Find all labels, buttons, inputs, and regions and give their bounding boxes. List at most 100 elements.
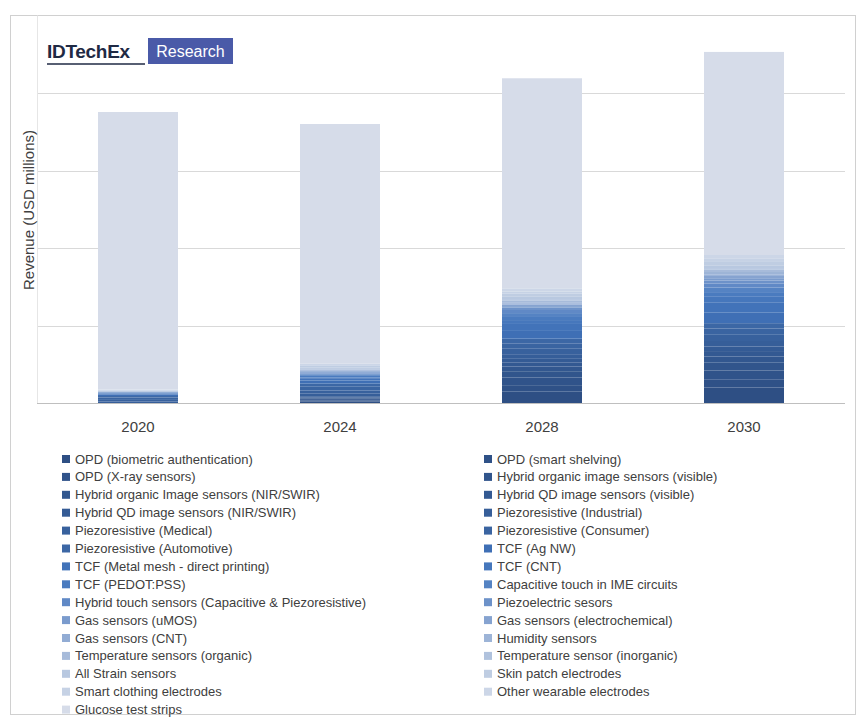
legend-label: Piezoresistive (Medical) [75,523,212,538]
legend-swatch [62,616,70,624]
frame [11,16,856,715]
legend-swatch [484,634,492,642]
bar-segment [704,357,784,363]
x-tick-label: 2028 [525,418,558,435]
bar-segment [502,349,582,354]
legend-label: Gas sensors (CNT) [75,631,187,646]
legend-label: Piezoresistive (Industrial) [497,505,642,520]
legend-label: OPD (X-ray sensors) [75,469,196,484]
bar-segment [502,354,582,359]
bar-segment [704,270,784,272]
bar-segment [300,371,380,373]
legend-label: TCF (Ag NW) [497,541,576,556]
bar-segment [502,294,582,297]
bar-segment [98,396,178,398]
legend-label: Skin patch electrodes [497,666,622,681]
bar-segment [704,323,784,328]
bar-segment [98,390,178,391]
legend-swatch [62,527,70,535]
bar-segment [98,112,178,389]
bar-segment [704,272,784,274]
bar-segment [98,392,178,393]
legend-swatch [62,491,70,499]
legend-swatch [62,634,70,642]
bar-segment [98,393,178,395]
legend-label: Gas sensors (uMOS) [75,613,197,628]
bar-segment [502,313,582,317]
bar-segment [502,359,582,363]
bar-segment [704,329,784,335]
bar-segment [98,394,178,396]
bar-segment [300,399,380,401]
bar-segment [502,291,582,293]
bar-segment [98,389,178,390]
bar-segment [98,392,178,393]
bar-segment [704,278,784,280]
legend-label: Piezoresistive (Automotive) [75,541,233,556]
legend-label: Smart clothing electrodes [75,684,222,699]
bar-segment [502,302,582,304]
bar-segment [704,341,784,346]
legend-label: Hybrid organic Image sensors (NIR/SWIR) [75,487,320,502]
subtitle: Research [156,43,224,60]
bar-segment [300,370,380,372]
title-underline [47,63,145,65]
bar-segment [704,380,784,388]
bar-segment [704,388,784,404]
bar-segment [98,392,178,394]
bar-segment [704,262,784,266]
legend-swatch [62,598,70,606]
legend-swatch [62,509,70,517]
bar-segment [704,312,784,323]
bar-segment [502,385,582,391]
bar-segment [704,281,784,284]
legend-swatch [484,670,492,678]
legend-label: Humidity sensors [497,631,597,646]
legend: OPD (biometric authentication)OPD (smart… [62,452,717,718]
legend-label: Hybrid QD image sensors (NIR/SWIR) [75,505,296,520]
legend-swatch [484,652,492,660]
bar-segment [300,376,380,378]
legend-swatch [484,491,492,499]
bar-segment [704,302,784,312]
bar-segment [502,317,582,320]
legend-label: Piezoelectric sesors [497,595,613,610]
bar-segment [502,367,582,372]
bar-segment [704,52,784,255]
legend-swatch [484,455,492,463]
bar-segment [502,324,582,331]
bar-segment [98,392,178,393]
y-axis-label: Revenue (USD millions) [20,130,37,290]
bar-segment [704,284,784,288]
legend-swatch [62,473,70,481]
bar-segment [502,331,582,339]
legend-label: Capacitive touch in IME circuits [497,577,678,592]
bar-segment [300,369,380,370]
baseline [37,403,845,404]
bar-segment [300,366,380,368]
bar-segment [502,343,582,348]
bar-segment [300,387,380,391]
bar-segment [300,370,380,371]
legend-label: Glucose test strips [75,702,182,717]
bar-segment [98,392,178,393]
bar-segment [704,297,784,302]
bar-segment [300,381,380,384]
legend-swatch [62,706,70,714]
legend-label: OPD (biometric authentication) [75,452,253,467]
bar-segment [502,288,582,291]
bar-segment [704,255,784,259]
bar-segment [98,400,178,402]
bar-segment [502,391,582,403]
bar-segment [300,373,380,375]
bar-segment [98,391,178,392]
legend-label: All Strain sensors [75,666,177,681]
legend-swatch [484,473,492,481]
bar-segment [300,396,380,398]
bar-segment [300,372,380,374]
bar-segment [704,370,784,379]
bar-segment [502,320,582,324]
y-axis-line [37,16,38,404]
bar-segment [502,377,582,385]
x-tick-label: 2024 [323,418,356,435]
